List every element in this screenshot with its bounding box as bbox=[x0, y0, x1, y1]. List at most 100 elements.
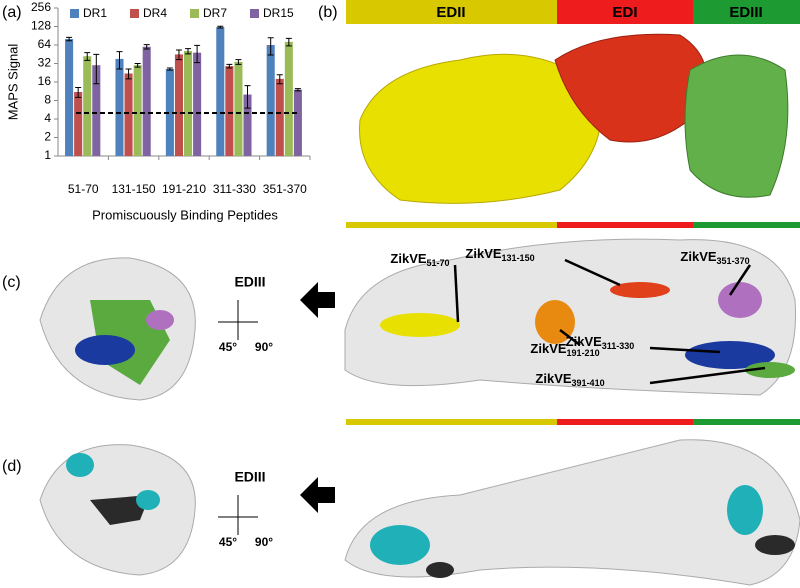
arrow bbox=[300, 477, 335, 513]
y-tick-label: 2 bbox=[44, 130, 51, 144]
panel-label: (b) bbox=[318, 4, 338, 21]
arrow bbox=[300, 282, 335, 318]
legend-label: DR7 bbox=[203, 6, 227, 20]
domain-label: EDIII bbox=[729, 4, 762, 21]
domain-bar bbox=[557, 222, 693, 228]
epitope-patch bbox=[75, 335, 135, 365]
legend-swatch bbox=[190, 9, 199, 18]
x-tick-label: 311-330 bbox=[213, 182, 256, 196]
error-bar bbox=[267, 37, 274, 56]
legend-swatch bbox=[70, 9, 79, 18]
epitope-patch bbox=[426, 562, 454, 578]
bar bbox=[124, 73, 133, 156]
epitope-name: ZikVE bbox=[535, 371, 571, 386]
protein-ediii bbox=[684, 54, 789, 198]
domain-bar bbox=[693, 419, 800, 425]
bar bbox=[275, 78, 284, 156]
protein bbox=[344, 439, 800, 586]
domain-label: EDIII bbox=[234, 469, 265, 485]
legend-label: DR4 bbox=[143, 6, 167, 20]
panel-label: (a) bbox=[2, 4, 22, 21]
epitope-patch bbox=[136, 490, 160, 510]
error-bar bbox=[226, 63, 233, 69]
domain-bar bbox=[557, 0, 693, 24]
epitope-range: 311-330 bbox=[602, 341, 635, 351]
x-tick-label: 51-70 bbox=[68, 182, 99, 196]
bar bbox=[243, 94, 252, 156]
epitope-range: 51-70 bbox=[427, 258, 450, 268]
error-bar bbox=[276, 74, 283, 85]
epitope-label: ZikVE51-70 bbox=[390, 251, 449, 268]
epitope-label: ZikVE391-410 bbox=[535, 371, 604, 388]
epitope-name: ZikVE bbox=[530, 341, 566, 356]
bar bbox=[165, 69, 174, 156]
epitope-patch bbox=[745, 362, 795, 378]
error-bar bbox=[175, 49, 182, 61]
legend-swatch bbox=[250, 9, 259, 18]
bar bbox=[65, 39, 74, 157]
rotation-label: 90° bbox=[255, 535, 273, 549]
x-axis-label: Promiscuously Binding Peptides bbox=[92, 207, 278, 222]
legend-label: DR1 bbox=[83, 6, 107, 20]
y-tick-label: 16 bbox=[38, 74, 52, 88]
epitope-label: ZikVE311-330 bbox=[566, 334, 635, 351]
y-tick-label: 64 bbox=[38, 37, 52, 51]
epitope-range: 191-210 bbox=[567, 348, 600, 358]
protein-edii bbox=[359, 53, 603, 204]
error-bar bbox=[235, 59, 242, 65]
domain-bar bbox=[346, 419, 557, 425]
bar bbox=[184, 51, 193, 156]
bar bbox=[142, 46, 151, 157]
error-bar bbox=[244, 85, 251, 109]
epitope-name: ZikVE bbox=[465, 246, 501, 261]
rotation-label: 90° bbox=[255, 340, 273, 354]
epitope-patch bbox=[90, 495, 150, 525]
domain-bar bbox=[693, 222, 800, 228]
epitope-patch bbox=[727, 485, 763, 535]
domain-label: EDI bbox=[612, 4, 637, 21]
rotation-icon bbox=[218, 495, 258, 535]
x-tick-label: 351-370 bbox=[263, 182, 307, 196]
y-axis-label: MAPS Signal bbox=[5, 44, 20, 121]
legend-swatch bbox=[130, 9, 139, 18]
epitope-patch bbox=[66, 453, 94, 477]
rotation-icon bbox=[218, 300, 258, 340]
bar bbox=[133, 65, 142, 156]
bar bbox=[293, 89, 302, 156]
panel-label: (d) bbox=[2, 458, 22, 475]
error-bar bbox=[194, 44, 201, 64]
rotation-label: 45° bbox=[219, 535, 237, 549]
epitope-name: ZikVE bbox=[390, 251, 426, 266]
bar bbox=[83, 56, 92, 156]
epitope-name: ZikVE bbox=[680, 249, 716, 264]
epitope-labels bbox=[453, 258, 766, 385]
error-bar bbox=[66, 36, 73, 42]
bar bbox=[174, 54, 183, 156]
bar bbox=[266, 45, 275, 156]
epitope-label: ZikVE351-370 bbox=[680, 249, 749, 266]
error-bar bbox=[93, 53, 100, 85]
error-bar bbox=[217, 25, 224, 29]
domain-bar bbox=[346, 0, 557, 24]
y-tick-label: 4 bbox=[44, 111, 51, 125]
bar bbox=[92, 65, 101, 156]
epitope-range: 351-370 bbox=[717, 256, 750, 266]
epitope-label: ZikVE191-210 bbox=[530, 341, 599, 358]
rotation-label: 45° bbox=[219, 340, 237, 354]
bar bbox=[193, 52, 202, 156]
bar bbox=[216, 27, 225, 156]
bar bbox=[115, 58, 124, 156]
error-bar bbox=[116, 51, 123, 70]
error-bar bbox=[84, 52, 91, 61]
pointer-lines bbox=[453, 258, 766, 385]
error-bar bbox=[125, 68, 132, 80]
bar bbox=[284, 41, 293, 157]
legend-label: DR15 bbox=[263, 6, 294, 20]
epitope-patch bbox=[610, 282, 670, 298]
domain-bar bbox=[557, 419, 693, 425]
epitope-range: 131-150 bbox=[502, 253, 535, 263]
bar bbox=[225, 66, 234, 156]
error-bar bbox=[294, 88, 301, 92]
